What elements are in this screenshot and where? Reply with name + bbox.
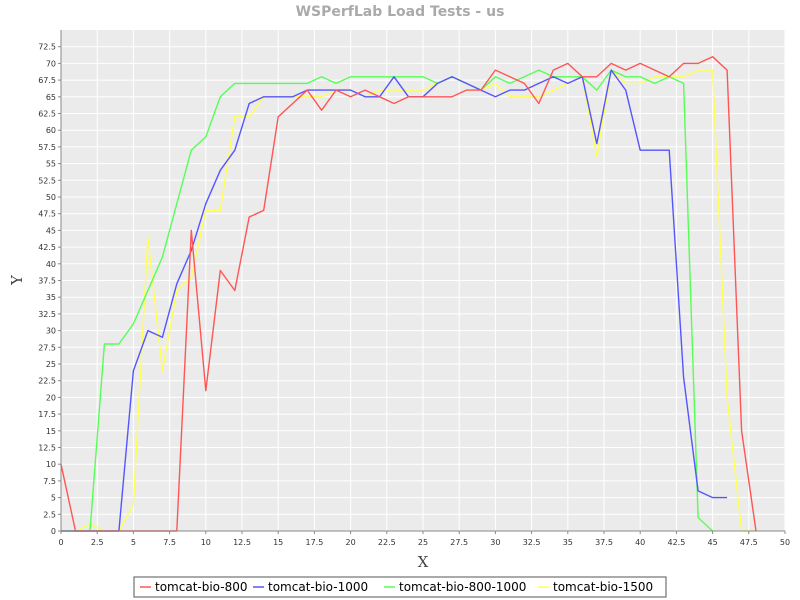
legend: tomcat-bio-800 tomcat-bio-1000 tomcat-bio-…: [133, 576, 667, 598]
x-tick-label: 2.5: [91, 538, 104, 547]
y-tick-label: 25: [46, 360, 56, 369]
y-tick-label: 52.5: [38, 176, 56, 185]
legend-label-tomcat-bio-800: tomcat-bio-800: [155, 580, 247, 594]
y-tick-label: 17.5: [38, 410, 56, 419]
legend-label-tomcat-bio-1000: tomcat-bio-1000: [268, 580, 368, 594]
y-axis-ticks: 02.557.51012.51517.52022.52527.53032.535…: [38, 43, 61, 536]
x-tick-label: 47.5: [740, 538, 758, 547]
y-tick-label: 27.5: [38, 343, 56, 352]
x-tick-label: 7.5: [163, 538, 176, 547]
x-tick-label: 0: [58, 538, 63, 547]
y-tick-label: 7.5: [43, 477, 56, 486]
x-tick-label: 5: [131, 538, 136, 547]
y-tick-label: 2.5: [43, 510, 56, 519]
x-tick-label: 35: [563, 538, 573, 547]
y-tick-label: 5: [51, 494, 56, 503]
x-tick-label: 30: [490, 538, 500, 547]
x-tick-label: 15: [273, 538, 283, 547]
x-tick-label: 17.5: [305, 538, 323, 547]
y-tick-label: 20: [46, 393, 56, 402]
x-tick-label: 25: [418, 538, 428, 547]
x-tick-label: 27.5: [450, 538, 468, 547]
y-tick-label: 65: [46, 93, 56, 102]
series-line-tomcat-bio-1500: [61, 69, 756, 532]
chart-title: WSPerfLab Load Tests - us: [296, 4, 505, 20]
y-tick-label: 45: [46, 226, 56, 235]
y-tick-label: 0: [51, 527, 56, 536]
y-tick-label: 12.5: [38, 444, 56, 453]
x-tick-label: 32.5: [523, 538, 541, 547]
y-tick-label: 57.5: [38, 143, 56, 152]
x-tick-label: 10: [201, 538, 211, 547]
x-axis-label: X: [418, 553, 429, 571]
x-axis-ticks: 0 2.5 5 7.5 10 12.5 15 17.5 20 22.5 25 27.5 30 32.5 35…: [58, 531, 790, 547]
y-tick-label: 37.5: [38, 277, 56, 286]
x-tick-label: 22.5: [378, 538, 396, 547]
x-tick-label: 20: [346, 538, 356, 547]
x-tick-label: 50: [780, 538, 790, 547]
y-tick-label: 55: [46, 160, 56, 169]
y-tick-label: 62.5: [38, 110, 56, 119]
y-tick-label: 47.5: [38, 210, 56, 219]
series-line-tomcat-bio-1000: [61, 69, 728, 532]
x-tick-label: 42.5: [667, 538, 685, 547]
grid-lines: [60, 30, 786, 532]
series-line-tomcat-bio-800-1000: [61, 69, 714, 532]
y-tick-label: 67.5: [38, 76, 56, 85]
y-tick-label: 60: [46, 126, 56, 135]
y-tick-label: 22.5: [38, 377, 56, 386]
x-tick-label: 45: [708, 538, 718, 547]
y-tick-label: 30: [46, 327, 56, 336]
y-tick-label: 40: [46, 260, 56, 269]
x-tick-label: 12.5: [233, 538, 251, 547]
y-tick-label: 72.5: [38, 43, 56, 52]
y-tick-label: 35: [46, 293, 56, 302]
legend-label-tomcat-bio-800-1000: tomcat-bio-800-1000: [399, 580, 526, 594]
y-tick-label: 42.5: [38, 243, 56, 252]
y-tick-label: 32.5: [38, 310, 56, 319]
y-axis-label: Y: [8, 274, 26, 286]
y-tick-label: 70: [46, 59, 56, 68]
x-tick-label: 37.5: [595, 538, 613, 547]
legend-box: [133, 576, 667, 598]
y-tick-label: 10: [46, 460, 56, 469]
y-tick-label: 50: [46, 193, 56, 202]
legend-label-tomcat-bio-1500: tomcat-bio-1500: [553, 580, 653, 594]
y-tick-label: 15: [46, 427, 56, 436]
x-tick-label: 40: [635, 538, 645, 547]
legend-items: tomcat-bio-800 tomcat-bio-1000 tomcat-bio-…: [140, 580, 653, 594]
